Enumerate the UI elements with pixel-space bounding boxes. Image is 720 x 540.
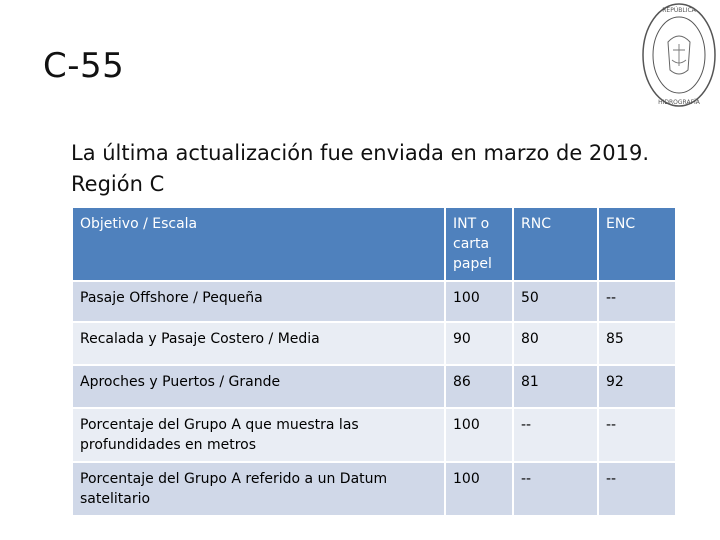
table-row: Aproches y Puertos / Grande 86 81 92 bbox=[73, 366, 677, 409]
header-int-carta-papel: INT o carta papel bbox=[446, 208, 514, 282]
slide-subtitle: La última actualización fue enviada en m… bbox=[71, 141, 650, 196]
row-label: Pasaje Offshore / Pequeña bbox=[73, 282, 446, 323]
rnc-value: 50 bbox=[514, 282, 599, 323]
svg-text:REPÚBLICA: REPÚBLICA bbox=[662, 7, 696, 14]
table-row: Recalada y Pasaje Costero / Media 90 80 … bbox=[73, 323, 677, 366]
hydrography-seal-logo: REPÚBLICA HIDROGRAFÍA bbox=[640, 0, 718, 110]
enc-value: -- bbox=[599, 463, 677, 517]
svg-text:HIDROGRAFÍA: HIDROGRAFÍA bbox=[658, 99, 701, 106]
enc-value: 85 bbox=[599, 323, 677, 366]
row-label: Recalada y Pasaje Costero / Media bbox=[73, 323, 446, 366]
header-enc: ENC bbox=[599, 208, 677, 282]
rnc-value: -- bbox=[514, 409, 599, 463]
enc-value: 92 bbox=[599, 366, 677, 409]
rnc-value: -- bbox=[514, 463, 599, 517]
header-rnc: RNC bbox=[514, 208, 599, 282]
table-row: Porcentaje del Grupo A referido a un Dat… bbox=[73, 463, 677, 517]
table-row: Porcentaje del Grupo A que muestra las p… bbox=[73, 409, 677, 463]
enc-value: -- bbox=[599, 282, 677, 323]
row-label: Porcentaje del Grupo A que muestra las p… bbox=[73, 409, 446, 463]
int-value: 100 bbox=[446, 282, 514, 323]
enc-value: -- bbox=[599, 409, 677, 463]
table-header-row: Objetivo / Escala INT o carta papel RNC … bbox=[73, 208, 677, 282]
row-label: Aproches y Puertos / Grande bbox=[73, 366, 446, 409]
table-row: Pasaje Offshore / Pequeña 100 50 -- bbox=[73, 282, 677, 323]
header-objetivo-escala: Objetivo / Escala bbox=[73, 208, 446, 282]
int-value: 100 bbox=[446, 409, 514, 463]
rnc-value: 81 bbox=[514, 366, 599, 409]
rnc-value: 80 bbox=[514, 323, 599, 366]
slide-title: C-55 bbox=[43, 46, 125, 86]
row-label: Porcentaje del Grupo A referido a un Dat… bbox=[73, 463, 446, 517]
int-value: 100 bbox=[446, 463, 514, 517]
objectives-table: Objetivo / Escala INT o carta papel RNC … bbox=[73, 208, 677, 517]
int-value: 86 bbox=[446, 366, 514, 409]
int-value: 90 bbox=[446, 323, 514, 366]
